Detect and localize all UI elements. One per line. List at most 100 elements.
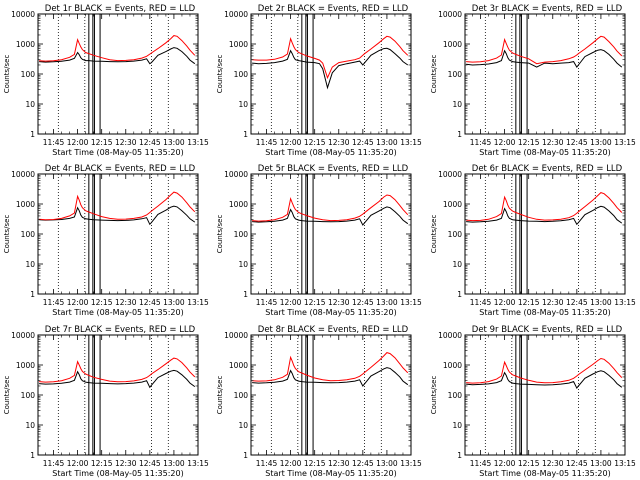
y-axis-label: Counts/sec bbox=[430, 215, 438, 254]
x-axis-label: Start Time (08-May-05 11:35:20) bbox=[265, 148, 396, 157]
y-tick-label: 100 bbox=[448, 230, 463, 239]
x-tick-label: 12:15 bbox=[91, 298, 113, 307]
x-tick-label: 13:00 bbox=[376, 298, 398, 307]
y-axis-label: Counts/sec bbox=[430, 55, 438, 94]
x-tick-label: 12:15 bbox=[304, 138, 326, 147]
x-tick-label: 13:00 bbox=[163, 138, 185, 147]
x-tick-label: 12:45 bbox=[566, 138, 588, 147]
x-tick-label: 11:45 bbox=[256, 138, 278, 147]
interval-box bbox=[301, 13, 307, 135]
x-tick-label: 12:00 bbox=[494, 298, 516, 307]
x-tick-label: 13:15 bbox=[187, 138, 209, 147]
y-tick-label: 10 bbox=[25, 260, 35, 269]
y-tick-label: 10000 bbox=[224, 10, 248, 19]
y-tick-label: 100 bbox=[448, 70, 463, 79]
interval-box bbox=[520, 13, 528, 135]
x-tick-label: 13:00 bbox=[590, 138, 612, 147]
x-tick-label: 13:00 bbox=[163, 459, 185, 468]
y-axis-label: Counts/sec bbox=[430, 376, 438, 415]
y-axis-label: Counts/sec bbox=[3, 215, 11, 254]
x-tick-label: 12:45 bbox=[139, 138, 161, 147]
series-lld-line bbox=[466, 192, 623, 222]
series-events-line bbox=[39, 47, 196, 65]
series-events-line bbox=[466, 49, 623, 68]
y-tick-label: 1 bbox=[243, 290, 248, 299]
y-tick-label: 1 bbox=[30, 130, 35, 139]
x-tick-label: 13:00 bbox=[163, 298, 185, 307]
plot-frame bbox=[250, 13, 412, 135]
x-tick-label: 13:15 bbox=[614, 298, 636, 307]
x-tick-label: 11:45 bbox=[256, 298, 278, 307]
x-axis-label: Start Time (08-May-05 11:35:20) bbox=[52, 469, 183, 478]
series-events-line bbox=[252, 47, 409, 90]
panel-title: Det 3r BLACK = Events, RED = LLD bbox=[472, 4, 623, 14]
series-lld-line bbox=[252, 352, 409, 382]
interval-box bbox=[515, 13, 521, 135]
y-tick-label: 1000 bbox=[443, 200, 462, 209]
plot-frame bbox=[464, 173, 626, 295]
x-axis-label: Start Time (08-May-05 11:35:20) bbox=[52, 308, 183, 317]
y-tick-label: 100 bbox=[234, 230, 249, 239]
panel-2: Det 2r BLACK = Events, RED = LLD Counts/s… bbox=[216, 4, 422, 157]
y-tick-label: 10000 bbox=[224, 170, 248, 179]
y-axis-label: Counts/sec bbox=[216, 215, 224, 254]
y-tick-label: 1000 bbox=[229, 361, 248, 370]
y-tick-label: 1000 bbox=[443, 361, 462, 370]
y-tick-label: 10 bbox=[238, 260, 248, 269]
x-tick-label: 12:30 bbox=[542, 138, 564, 147]
interval-box bbox=[306, 173, 314, 295]
x-tick-label: 12:45 bbox=[566, 459, 588, 468]
series-lld-line bbox=[252, 194, 409, 222]
y-axis-label: Counts/sec bbox=[3, 55, 11, 94]
panel-8: Det 8r BLACK = Events, RED = LLD Counts/s… bbox=[216, 325, 422, 478]
panel-title: Det 7r BLACK = Events, RED = LLD bbox=[45, 325, 196, 335]
interval-box bbox=[93, 334, 101, 456]
y-tick-label: 10000 bbox=[224, 331, 248, 340]
y-tick-label: 100 bbox=[234, 70, 249, 79]
x-tick-label: 12:15 bbox=[518, 138, 540, 147]
x-tick-label: 12:15 bbox=[304, 298, 326, 307]
y-tick-label: 10 bbox=[452, 421, 462, 430]
panel-title: Det 2r BLACK = Events, RED = LLD bbox=[258, 4, 409, 14]
y-tick-label: 1 bbox=[457, 451, 462, 460]
x-tick-label: 12:00 bbox=[280, 459, 302, 468]
interval-box bbox=[520, 334, 528, 456]
x-tick-label: 13:15 bbox=[614, 138, 636, 147]
panel-title: Det 9r BLACK = Events, RED = LLD bbox=[472, 325, 623, 335]
x-tick-label: 12:45 bbox=[139, 459, 161, 468]
interval-box bbox=[93, 13, 101, 135]
y-tick-label: 1 bbox=[457, 130, 462, 139]
interval-box bbox=[520, 173, 528, 295]
series-lld-line bbox=[39, 357, 196, 383]
x-tick-label: 12:30 bbox=[542, 459, 564, 468]
y-axis-label: Counts/sec bbox=[216, 376, 224, 415]
y-tick-label: 100 bbox=[21, 391, 36, 400]
interval-box bbox=[301, 173, 307, 295]
x-tick-label: 11:45 bbox=[43, 138, 65, 147]
series-events-line bbox=[252, 367, 409, 387]
x-tick-label: 12:30 bbox=[328, 298, 350, 307]
plot-frame bbox=[464, 13, 626, 135]
y-tick-label: 10 bbox=[238, 100, 248, 109]
y-tick-label: 1000 bbox=[443, 40, 462, 49]
y-tick-label: 10000 bbox=[438, 10, 462, 19]
y-tick-label: 1 bbox=[457, 290, 462, 299]
panel-3: Det 3r BLACK = Events, RED = LLD Counts/s… bbox=[430, 4, 636, 157]
x-axis-label: Start Time (08-May-05 11:35:20) bbox=[265, 308, 396, 317]
y-tick-label: 10 bbox=[25, 421, 35, 430]
x-tick-label: 12:00 bbox=[494, 138, 516, 147]
y-tick-label: 1000 bbox=[16, 40, 35, 49]
x-tick-label: 12:45 bbox=[352, 138, 374, 147]
x-tick-label: 12:45 bbox=[352, 298, 374, 307]
y-axis-label: Counts/sec bbox=[216, 55, 224, 94]
y-tick-label: 100 bbox=[21, 70, 36, 79]
y-tick-label: 10 bbox=[452, 260, 462, 269]
panel-title: Det 4r BLACK = Events, RED = LLD bbox=[45, 164, 196, 174]
y-tick-label: 100 bbox=[234, 391, 249, 400]
x-tick-label: 13:15 bbox=[187, 298, 209, 307]
series-lld-line bbox=[466, 35, 623, 65]
series-events-line bbox=[39, 205, 196, 226]
plot-frame bbox=[37, 334, 199, 456]
y-tick-label: 10000 bbox=[438, 331, 462, 340]
